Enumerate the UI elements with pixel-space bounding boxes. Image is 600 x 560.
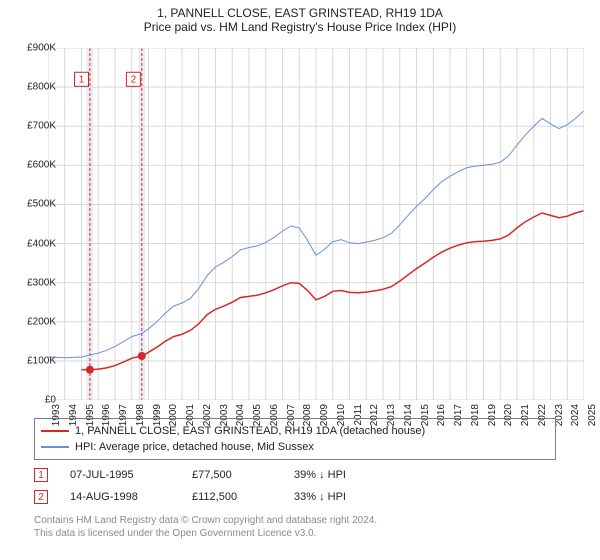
- chart-title: 1, PANNELL CLOSE, EAST GRINSTEAD, RH19 1…: [0, 6, 600, 20]
- x-tick-label: 2024: [570, 404, 581, 426]
- legend-item: 1, PANNELL CLOSE, EAST GRINSTEAD, RH19 1…: [41, 423, 549, 439]
- y-tick-label: £500K: [6, 199, 60, 210]
- y-tick-label: £800K: [6, 82, 60, 93]
- y-tick-label: £700K: [6, 121, 60, 132]
- price-pct: 39% ↓ HPI: [294, 469, 384, 481]
- svg-text:2: 2: [131, 74, 137, 85]
- title-block: 1, PANNELL CLOSE, EAST GRINSTEAD, RH19 1…: [0, 0, 600, 34]
- chart-area: 12: [48, 48, 584, 400]
- price-marker: 2: [34, 490, 48, 504]
- legend-item: HPI: Average price, detached house, Mid …: [41, 439, 549, 455]
- price-amount: £77,500: [192, 469, 272, 481]
- y-tick-label: £300K: [6, 277, 60, 288]
- price-row: 2 14-AUG-1998 £112,500 33% ↓ HPI: [34, 486, 384, 508]
- x-tick-label: 2025: [587, 404, 598, 426]
- price-points: 1 07-JUL-1995 £77,500 39% ↓ HPI 2 14-AUG…: [34, 464, 384, 508]
- legend-swatch: [41, 446, 69, 448]
- legend-label: 1, PANNELL CLOSE, EAST GRINSTEAD, RH19 1…: [75, 423, 425, 439]
- price-row: 1 07-JUL-1995 £77,500 39% ↓ HPI: [34, 464, 384, 486]
- legend-label: HPI: Average price, detached house, Mid …: [75, 439, 314, 455]
- copyright-line: Contains HM Land Registry data © Crown c…: [34, 514, 377, 527]
- price-amount: £112,500: [192, 491, 272, 503]
- y-tick-label: £200K: [6, 316, 60, 327]
- copyright: Contains HM Land Registry data © Crown c…: [34, 514, 377, 540]
- y-tick-label: £600K: [6, 160, 60, 171]
- chart-subtitle: Price paid vs. HM Land Registry's House …: [0, 20, 600, 34]
- chart-container: 1, PANNELL CLOSE, EAST GRINSTEAD, RH19 1…: [0, 0, 600, 560]
- legend: 1, PANNELL CLOSE, EAST GRINSTEAD, RH19 1…: [34, 418, 556, 460]
- chart-svg: 12: [48, 48, 584, 400]
- price-date: 07-JUL-1995: [70, 469, 170, 481]
- price-marker: 1: [34, 468, 48, 482]
- price-pct: 33% ↓ HPI: [294, 491, 384, 503]
- y-tick-label: £400K: [6, 238, 60, 249]
- svg-text:1: 1: [79, 74, 85, 85]
- copyright-line: This data is licensed under the Open Gov…: [34, 527, 377, 540]
- legend-swatch: [41, 430, 69, 432]
- price-date: 14-AUG-1998: [70, 491, 170, 503]
- y-tick-label: £900K: [6, 43, 60, 54]
- y-tick-label: £100K: [6, 355, 60, 366]
